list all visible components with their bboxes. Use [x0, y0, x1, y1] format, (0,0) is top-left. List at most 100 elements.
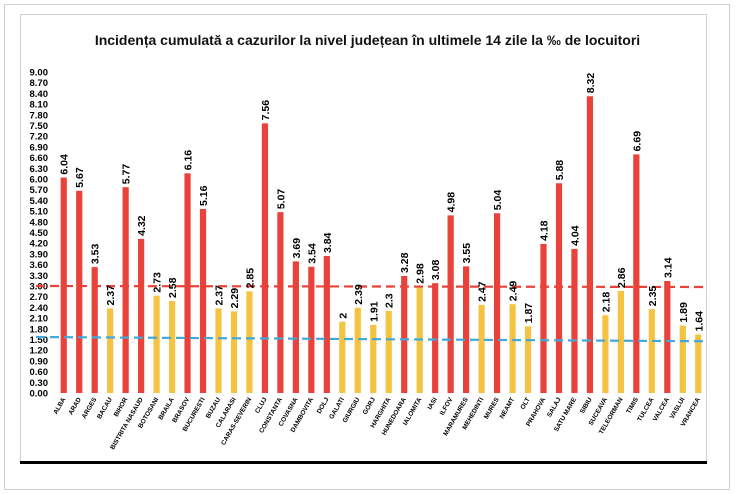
y-tick-label: 9.00 [30, 68, 49, 79]
data-label: 2.73 [152, 272, 164, 293]
data-label: 1.87 [523, 303, 535, 324]
data-label: 2.35 [647, 286, 659, 307]
x-tick-label: IASI [427, 396, 439, 411]
data-label: 6.16 [183, 150, 195, 171]
data-label: 4.98 [446, 192, 458, 213]
data-label: 4.18 [539, 220, 551, 241]
bar-sibiu [586, 96, 594, 394]
y-tick-label: 4.80 [30, 217, 49, 228]
y-tick-label: 0.00 [30, 389, 49, 400]
data-label: 2.18 [600, 292, 612, 313]
bar-hunedoara [401, 276, 408, 393]
bar-olt [524, 326, 532, 393]
bar-dambovita [308, 266, 315, 393]
data-label: 4.32 [136, 215, 148, 236]
y-tick-label: 6.30 [30, 164, 49, 175]
bar-neamt [509, 304, 516, 393]
x-tick-label: BACAU [96, 396, 114, 420]
data-label: 3.08 [430, 260, 442, 281]
bar-giurgiu [354, 307, 361, 393]
bar-gorj [370, 324, 377, 393]
data-label: 7.56 [260, 100, 272, 121]
bar-bucuresti [199, 208, 207, 393]
data-label: 2.85 [244, 268, 256, 289]
bar-bacau [107, 308, 114, 393]
x-tick-label: ALBA [52, 396, 67, 415]
y-tick-label: 0.60 [30, 367, 49, 378]
threshold-line-high [35, 284, 709, 289]
y-tick-label: 6.60 [30, 153, 49, 164]
data-label: 2.37 [105, 285, 117, 306]
data-label: 3.28 [399, 252, 411, 273]
bar-suceava [602, 315, 609, 393]
bar-buzau [215, 308, 222, 393]
bar-vaslui [679, 325, 686, 393]
data-label: 3.55 [461, 243, 473, 264]
data-label: 1.89 [678, 302, 690, 323]
bar-arad [76, 190, 83, 393]
y-tick-label: 7.50 [30, 121, 49, 132]
x-tick-label: DOLJ [316, 396, 331, 415]
data-label: 5.77 [121, 164, 133, 185]
data-label: 3.14 [662, 257, 674, 278]
y-tick-label: 2.70 [30, 292, 49, 303]
y-tick-label: 4.50 [30, 228, 49, 239]
y-tick-label: 7.20 [30, 132, 49, 143]
x-tick-label: NEAMT [499, 396, 517, 420]
data-label: 2.29 [229, 288, 241, 309]
data-label: 5.16 [198, 185, 210, 206]
y-tick-label: 7.80 [30, 110, 49, 121]
data-label: 2.47 [477, 281, 489, 302]
bar-dolj [323, 256, 330, 393]
bar-valcea [664, 281, 671, 393]
data-label: 6.69 [631, 131, 643, 152]
bar-covasna [292, 261, 299, 393]
y-tick-label: 0.90 [30, 356, 49, 367]
bar-mehedinti [478, 304, 485, 393]
data-label: 3.53 [90, 244, 102, 265]
data-label: 2.98 [415, 263, 427, 284]
x-tick-label: OLT [519, 396, 531, 410]
data-label: 5.07 [275, 189, 287, 210]
y-tick-label: 8.10 [30, 100, 49, 111]
bar-tulcea [648, 309, 655, 393]
data-label: 2.37 [214, 285, 226, 306]
data-label: 2 [337, 313, 349, 319]
y-tick-label: 2.40 [30, 303, 49, 314]
x-tick-label: GORJ [362, 396, 377, 416]
y-tick-label: 6.90 [30, 142, 49, 153]
x-tick-label: ILFOV [439, 396, 455, 417]
data-label: 8.32 [585, 73, 597, 94]
y-tick-label: 6.00 [30, 175, 49, 186]
bar-galati [339, 321, 346, 393]
bar-brasov [184, 173, 191, 393]
y-tick-label: 8.70 [30, 78, 49, 89]
bar-cluj [261, 123, 269, 394]
data-label: 3.54 [306, 243, 318, 264]
data-label: 2.39 [353, 284, 365, 305]
x-tick-label: SIBIU [579, 396, 594, 415]
x-tick-label: BIHOR [113, 396, 130, 418]
y-tick-label: 5.40 [30, 196, 49, 207]
chart-title: Incidența cumulată a cazurilor la nivel … [94, 32, 641, 48]
x-tick-label: CLUJ [254, 396, 269, 415]
y-tick-label: 0.30 [30, 378, 49, 389]
bar-bihor [122, 187, 129, 393]
bar-teleorman [617, 290, 624, 393]
y-tick-label: 3.60 [30, 260, 49, 271]
y-tick-label: 5.10 [30, 207, 49, 218]
threshold-line-low [35, 335, 709, 343]
bar-mures [493, 213, 501, 393]
x-tick-label: TIMIS [625, 396, 640, 415]
bar-caras-severin [246, 291, 253, 393]
data-label: 5.67 [74, 167, 86, 188]
bar-harghita [385, 310, 392, 393]
y-tick-label: 3.90 [30, 249, 49, 260]
bar-alba [60, 177, 67, 393]
data-label: 2.49 [508, 281, 520, 302]
y-tick-label: 1.20 [30, 346, 49, 357]
bar-timis [633, 154, 640, 393]
bottom-rule [20, 461, 707, 464]
y-tick-label: 3.30 [30, 271, 49, 282]
